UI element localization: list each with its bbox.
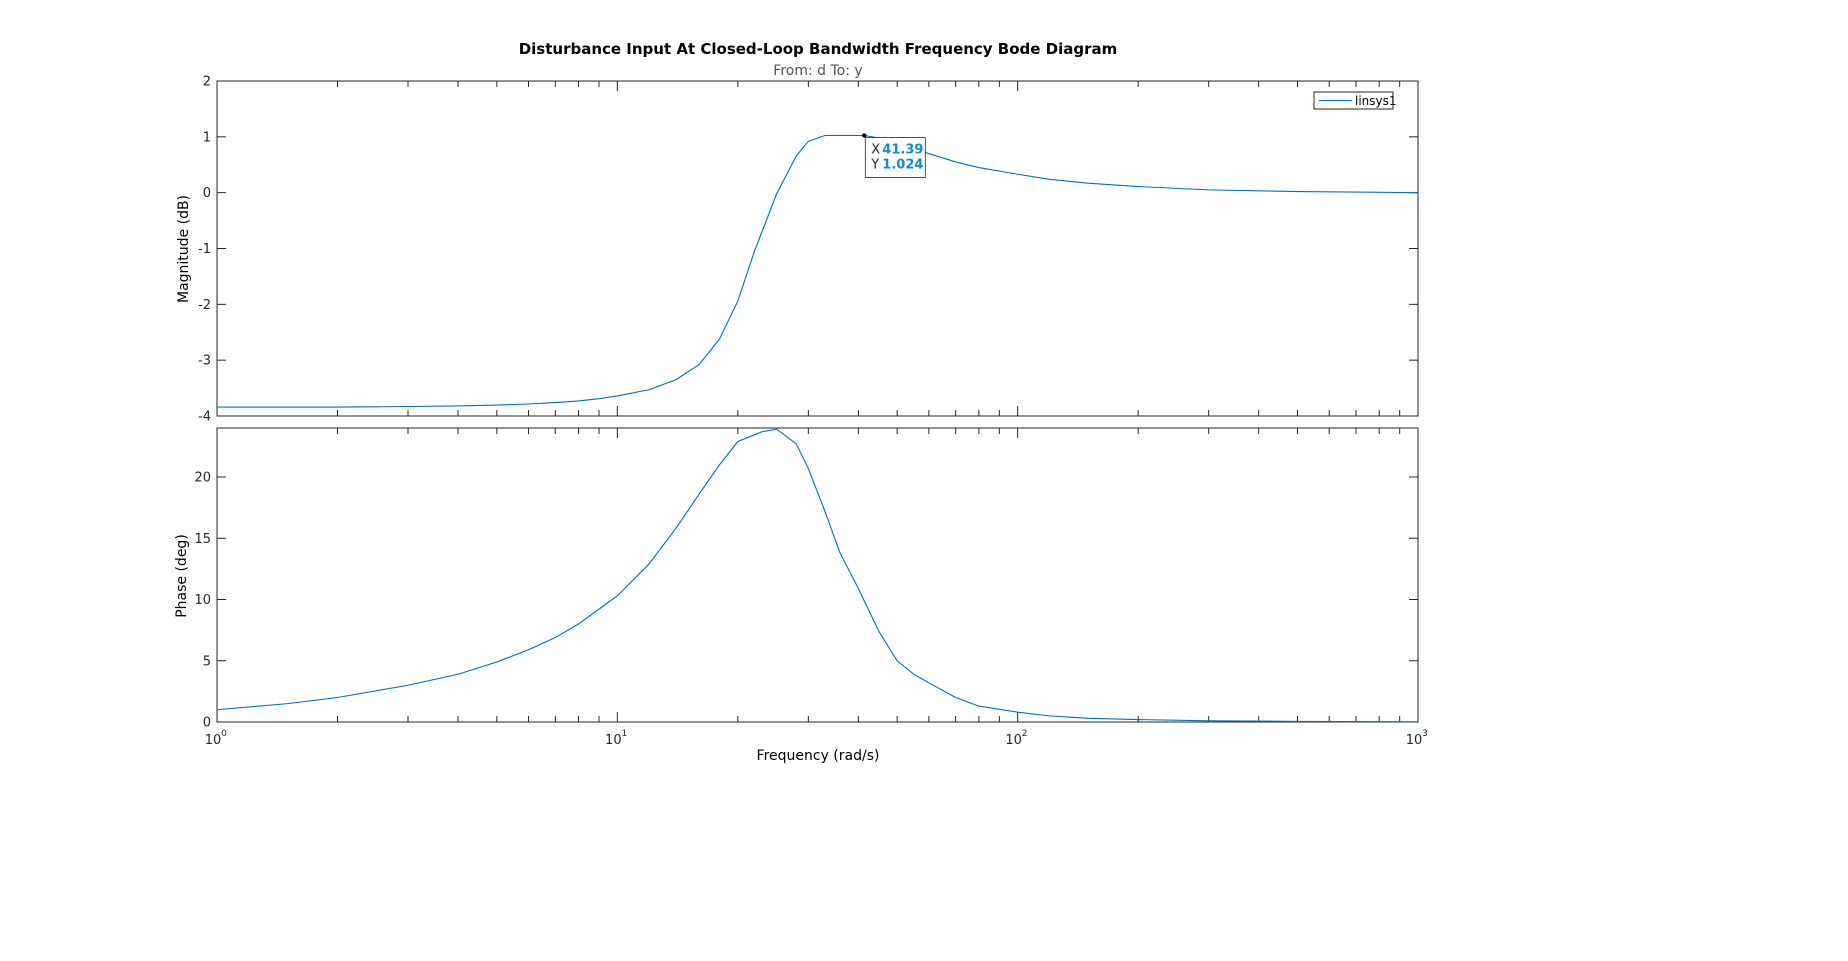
datatip-y-value: 1.024 — [882, 157, 923, 172]
chart-title: Disturbance Input At Closed-Loop Bandwid… — [519, 40, 1118, 58]
magnitude-ytick-label: -3 — [198, 354, 211, 369]
xtick-label: 10 — [1005, 733, 1022, 748]
magnitude-ytick-label: -1 — [198, 242, 211, 257]
xtick-label: 10 — [205, 733, 222, 748]
phase-ytick-label: 15 — [194, 532, 211, 547]
magnitude-ytick-label: 2 — [203, 75, 211, 90]
datatip-marker[interactable] — [862, 133, 867, 138]
phase-series-linsys1[interactable] — [216, 428, 1419, 723]
magnitude-axes-box — [216, 80, 1419, 417]
magnitude-ytick-label: 1 — [203, 130, 211, 145]
phase-ytick-label: 0 — [203, 716, 211, 731]
phase-ytick-label: 20 — [194, 471, 211, 486]
xtick-label-exponent: 1 — [621, 729, 627, 739]
magnitude-series-linsys1[interactable] — [217, 134, 1419, 408]
x-axis-label: Frequency (rad/s) — [757, 748, 880, 764]
datatip-y-label: Y — [870, 157, 879, 172]
phase-axis-label: Phase (deg) — [174, 534, 190, 618]
xtick-label-exponent: 2 — [1022, 729, 1028, 739]
xtick-label: 10 — [1406, 733, 1423, 748]
legend[interactable]: linsys1 — [1313, 91, 1397, 110]
magnitude-ytick-label: -4 — [198, 410, 211, 425]
datatip[interactable]: X 41.39Y 1.024 — [862, 133, 926, 178]
magnitude-ytick-label: -2 — [198, 298, 211, 313]
legend-box — [1313, 91, 1394, 110]
datatip-x-label: X — [871, 142, 880, 157]
legend-entry-linsys1: linsys1 — [1355, 94, 1397, 108]
xtick-label-exponent: 3 — [1422, 729, 1428, 739]
chart-subtitle: From: d To: y — [773, 63, 862, 79]
datatip-box — [864, 137, 926, 178]
phase-ytick-label: 5 — [203, 654, 211, 669]
phase-ytick-label: 10 — [194, 593, 211, 608]
magnitude-axes[interactable]: 2 1 0 -1 -2 -3 -4 linsys1 X 41.39Y 1.024 — [198, 75, 1419, 425]
magnitude-axis-label: Magnitude (dB) — [176, 195, 192, 303]
xtick-label: 10 — [605, 733, 622, 748]
datatip-x-value: 41.39 — [882, 142, 923, 157]
magnitude-ytick-label: 0 — [203, 186, 211, 201]
phase-axes-box — [216, 427, 1419, 723]
xtick-label-exponent: 0 — [221, 729, 227, 739]
